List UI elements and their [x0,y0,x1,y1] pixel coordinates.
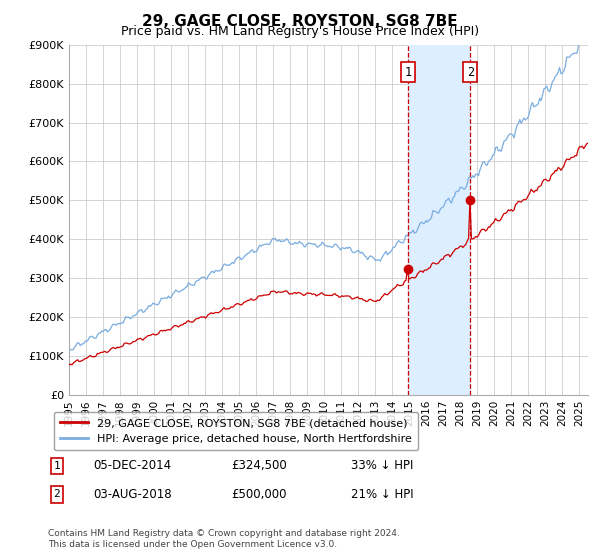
Legend: 29, GAGE CLOSE, ROYSTON, SG8 7BE (detached house), HPI: Average price, detached : 29, GAGE CLOSE, ROYSTON, SG8 7BE (detach… [53,412,418,450]
Text: Price paid vs. HM Land Registry's House Price Index (HPI): Price paid vs. HM Land Registry's House … [121,25,479,38]
Text: 05-DEC-2014: 05-DEC-2014 [93,459,171,473]
Text: £324,500: £324,500 [231,459,287,473]
Text: 33% ↓ HPI: 33% ↓ HPI [351,459,413,473]
Text: 29, GAGE CLOSE, ROYSTON, SG8 7BE: 29, GAGE CLOSE, ROYSTON, SG8 7BE [142,14,458,29]
Bar [408,45,470,395]
Text: £500,000: £500,000 [231,488,287,501]
Text: Contains HM Land Registry data © Crown copyright and database right 2024.
This d: Contains HM Land Registry data © Crown c… [48,529,400,549]
Text: 03-AUG-2018: 03-AUG-2018 [93,488,172,501]
Text: 1: 1 [404,66,412,78]
Text: 1: 1 [53,461,61,471]
Text: 21% ↓ HPI: 21% ↓ HPI [351,488,413,501]
Text: 2: 2 [467,66,474,78]
Text: 2: 2 [53,489,61,500]
